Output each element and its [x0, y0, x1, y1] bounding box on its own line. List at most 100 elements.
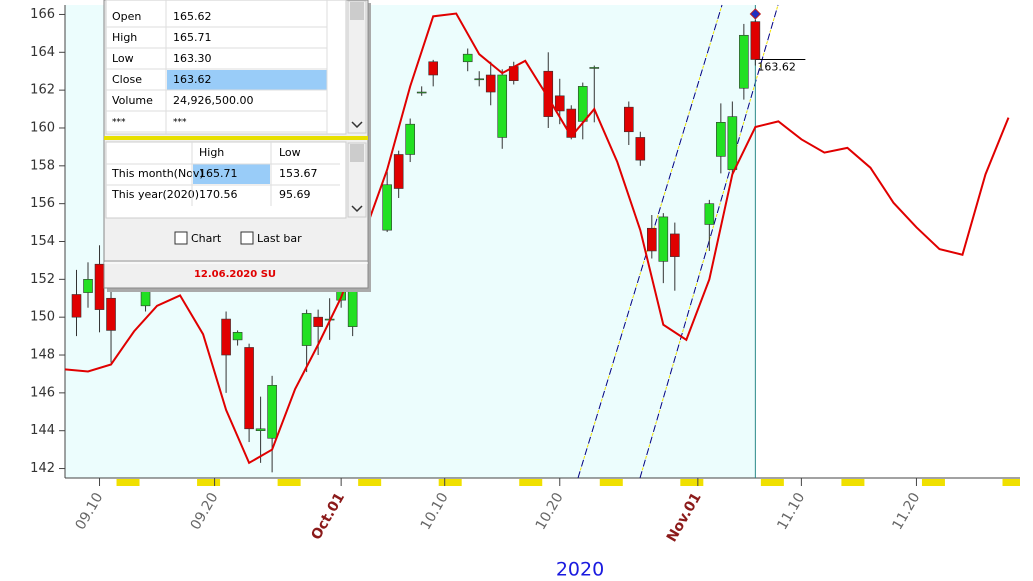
candle-body	[635, 137, 646, 161]
y-tick-label: 148	[30, 348, 55, 363]
info-panel: Open 165.62 High 165.71 Low 163.30 Close 163.62…	[103, 0, 371, 292]
cursor-price-label: 163.62	[757, 60, 796, 73]
candle-body	[658, 216, 669, 262]
candle-body	[739, 34, 749, 89]
quote-value: 163.30	[173, 52, 212, 65]
y-tick-label: 160	[30, 120, 55, 135]
checkbox-label: Last bar	[257, 232, 302, 245]
candle-body	[94, 263, 105, 310]
range-cell: 95.69	[279, 188, 311, 201]
candle-body	[416, 91, 427, 94]
scroll-thumb	[350, 144, 364, 162]
weekend-marker	[1002, 479, 1020, 486]
quote-label: High	[112, 31, 137, 44]
x-tick-label: 10.10	[418, 490, 452, 533]
y-tick-label: 144	[30, 423, 55, 438]
candle-body	[497, 74, 508, 138]
candle-body	[623, 106, 634, 133]
weekend-marker	[197, 479, 221, 486]
checkbox[interactable]	[240, 231, 254, 245]
candle-body	[462, 53, 473, 63]
candle-body	[71, 294, 82, 318]
candle-body	[474, 78, 485, 81]
y-tick-label: 166	[30, 7, 55, 22]
candle-body	[716, 122, 726, 157]
range-cell: 170.56	[199, 188, 238, 201]
quote-label: Open	[112, 10, 141, 23]
selected-cell	[193, 164, 270, 184]
quote-label: ***	[112, 118, 126, 128]
candle-body	[393, 154, 404, 189]
y-tick-label: 158	[30, 158, 55, 173]
weekend-marker	[358, 479, 382, 486]
x-tick-label: 11.10	[774, 490, 808, 533]
range-header: Low	[279, 146, 301, 159]
candle-body	[543, 70, 554, 117]
candle-body	[83, 279, 93, 293]
x-tick-label: Nov.01	[664, 490, 705, 545]
y-tick-label: 156	[30, 196, 55, 211]
y-tick-label: 154	[30, 234, 55, 249]
weekend-marker	[921, 479, 945, 486]
last-bar-marker	[749, 8, 762, 20]
status-date: 12.06.2020 SU	[194, 269, 276, 280]
y-tick-label: 152	[30, 272, 55, 287]
candle-body	[485, 74, 496, 93]
candle-body	[382, 184, 392, 231]
year-label: 2020	[556, 559, 604, 581]
quote-table	[105, 0, 347, 135]
x-tick-label: 10.20	[533, 490, 567, 533]
checkbox[interactable]	[174, 231, 188, 245]
range-header: High	[199, 146, 224, 159]
y-tick-label: 150	[30, 310, 55, 325]
scroll-arrow	[351, 121, 363, 129]
weekend-marker	[760, 479, 784, 486]
candle-body	[647, 227, 657, 252]
y-tick-label: 162	[30, 83, 55, 98]
candle-body	[405, 123, 415, 155]
candle-body	[589, 67, 600, 69]
x-tick-label: 09.10	[73, 490, 107, 533]
y-tick-label: 146	[30, 385, 55, 400]
weekend-marker	[116, 479, 140, 486]
scroll-arrow	[351, 205, 363, 213]
x-tick-label: Oct.01	[308, 490, 348, 543]
candle-body	[232, 332, 243, 341]
scroll-thumb	[350, 2, 364, 20]
y-tick-label: 142	[30, 461, 55, 476]
candle-body	[704, 203, 715, 225]
forecast-line	[64, 12, 1010, 465]
range-cell: 153.67	[279, 167, 318, 180]
candle-body	[106, 297, 116, 331]
scrollbar	[347, 0, 367, 134]
candle-body	[255, 428, 266, 432]
candle-body	[554, 95, 565, 112]
trend-line	[577, 4, 723, 479]
candle-body	[577, 86, 588, 122]
y-tick-label: 164	[30, 45, 55, 60]
selected-cell	[167, 70, 327, 90]
weekend-marker	[841, 479, 865, 486]
range-cell: This month(Nov)	[111, 167, 204, 180]
range-cell: This year(2020)	[111, 188, 199, 201]
quote-value: ***	[173, 118, 187, 128]
weekend-marker	[277, 479, 301, 486]
quote-value: 165.62	[173, 10, 212, 23]
weekend-marker	[438, 479, 462, 486]
candle-body	[428, 61, 438, 76]
candle-body	[301, 313, 312, 346]
candle-body	[244, 347, 254, 430]
x-tick-label: 09.20	[188, 490, 222, 533]
quote-value: 163.62	[173, 73, 212, 86]
quote-value: 165.71	[173, 31, 212, 44]
trend-line	[577, 4, 723, 479]
checkbox-label: Chart	[191, 232, 222, 245]
x-tick-label: 11.20	[889, 490, 923, 533]
trend-line	[639, 4, 779, 479]
candle-body	[750, 21, 761, 60]
weekend-marker	[599, 479, 623, 486]
weekend-marker	[680, 479, 704, 486]
quote-label: Low	[112, 52, 134, 65]
candle-body	[221, 318, 231, 356]
